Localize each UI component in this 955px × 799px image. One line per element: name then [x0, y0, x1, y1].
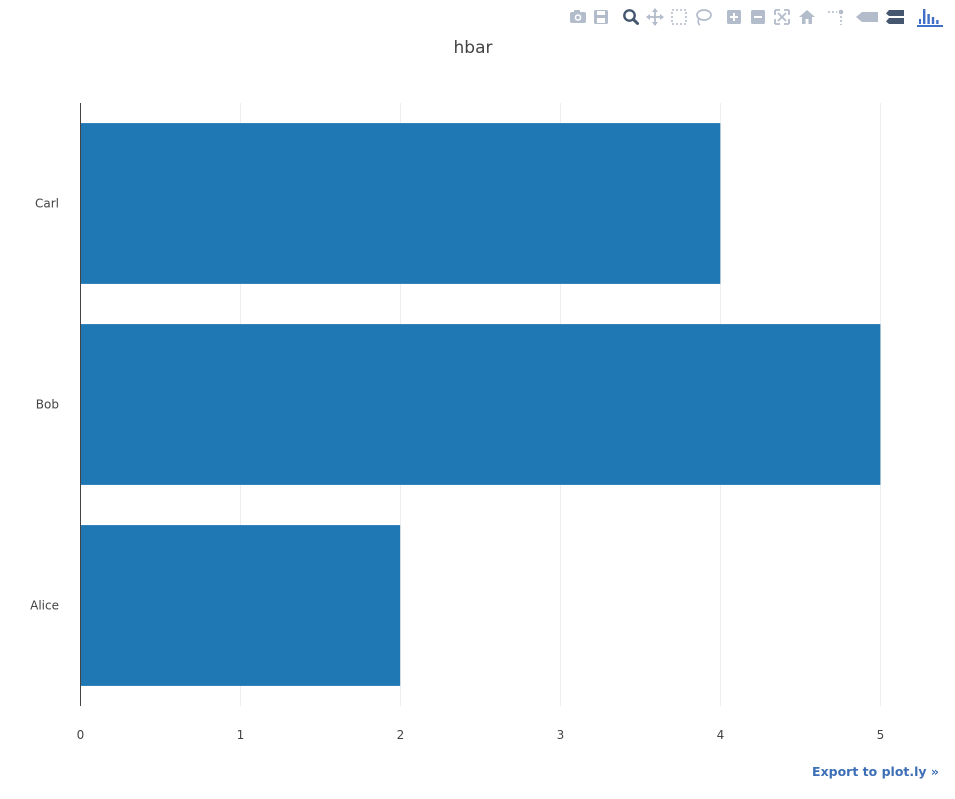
hover-compare-icon	[885, 6, 905, 28]
zoom-in-icon	[724, 6, 744, 28]
modebar	[560, 6, 950, 28]
lasso-select-icon	[693, 6, 713, 28]
camera-icon	[568, 6, 588, 28]
x-tick-label: 0	[77, 728, 85, 742]
y-tick-label: Carl	[35, 197, 59, 211]
bar-alice[interactable]	[80, 525, 401, 686]
x-tick-labels: 0 1 2 3 4 5	[77, 728, 885, 742]
spikelines-icon	[826, 6, 846, 28]
plotly-logo-icon	[917, 6, 943, 28]
x-tick-label: 1	[237, 728, 245, 742]
chart-title: hbar	[454, 38, 493, 58]
autoscale-button[interactable]	[772, 6, 792, 28]
y-tick-label: Alice	[30, 599, 59, 613]
home-icon	[797, 6, 817, 28]
x-tick-label: 3	[557, 728, 565, 742]
hover-closest-icon	[855, 6, 878, 28]
save-icon	[591, 6, 611, 28]
export-to-plotly-link[interactable]: Export to plot.ly »	[812, 764, 939, 779]
zoom-out-button[interactable]	[748, 6, 768, 28]
zoom-in-button[interactable]	[724, 6, 744, 28]
hover-closest-button[interactable]	[855, 6, 878, 28]
y-tick-labels: Alice Bob Carl	[30, 197, 59, 613]
camera-button[interactable]	[568, 6, 588, 28]
plotly-logo-button[interactable]	[917, 6, 943, 28]
pan-button[interactable]	[645, 6, 665, 28]
x-tick-label: 2	[397, 728, 405, 742]
box-select-icon	[669, 6, 689, 28]
x-tick-label: 5	[877, 728, 885, 742]
spikelines-button[interactable]	[826, 6, 846, 28]
box-select-button[interactable]	[669, 6, 689, 28]
save-button[interactable]	[591, 6, 611, 28]
bar-carl[interactable]	[80, 123, 721, 284]
lasso-select-button[interactable]	[693, 6, 713, 28]
bars	[80, 123, 881, 686]
y-tick-label: Bob	[36, 398, 59, 412]
zoom-icon	[621, 6, 641, 28]
zoom-out-icon	[748, 6, 768, 28]
home-button[interactable]	[797, 6, 817, 28]
bar-bob[interactable]	[80, 324, 881, 485]
autoscale-icon	[772, 6, 792, 28]
hover-compare-button[interactable]	[885, 6, 905, 28]
pan-icon	[645, 6, 665, 28]
x-tick-label: 4	[717, 728, 725, 742]
zoom-button[interactable]	[621, 6, 641, 28]
